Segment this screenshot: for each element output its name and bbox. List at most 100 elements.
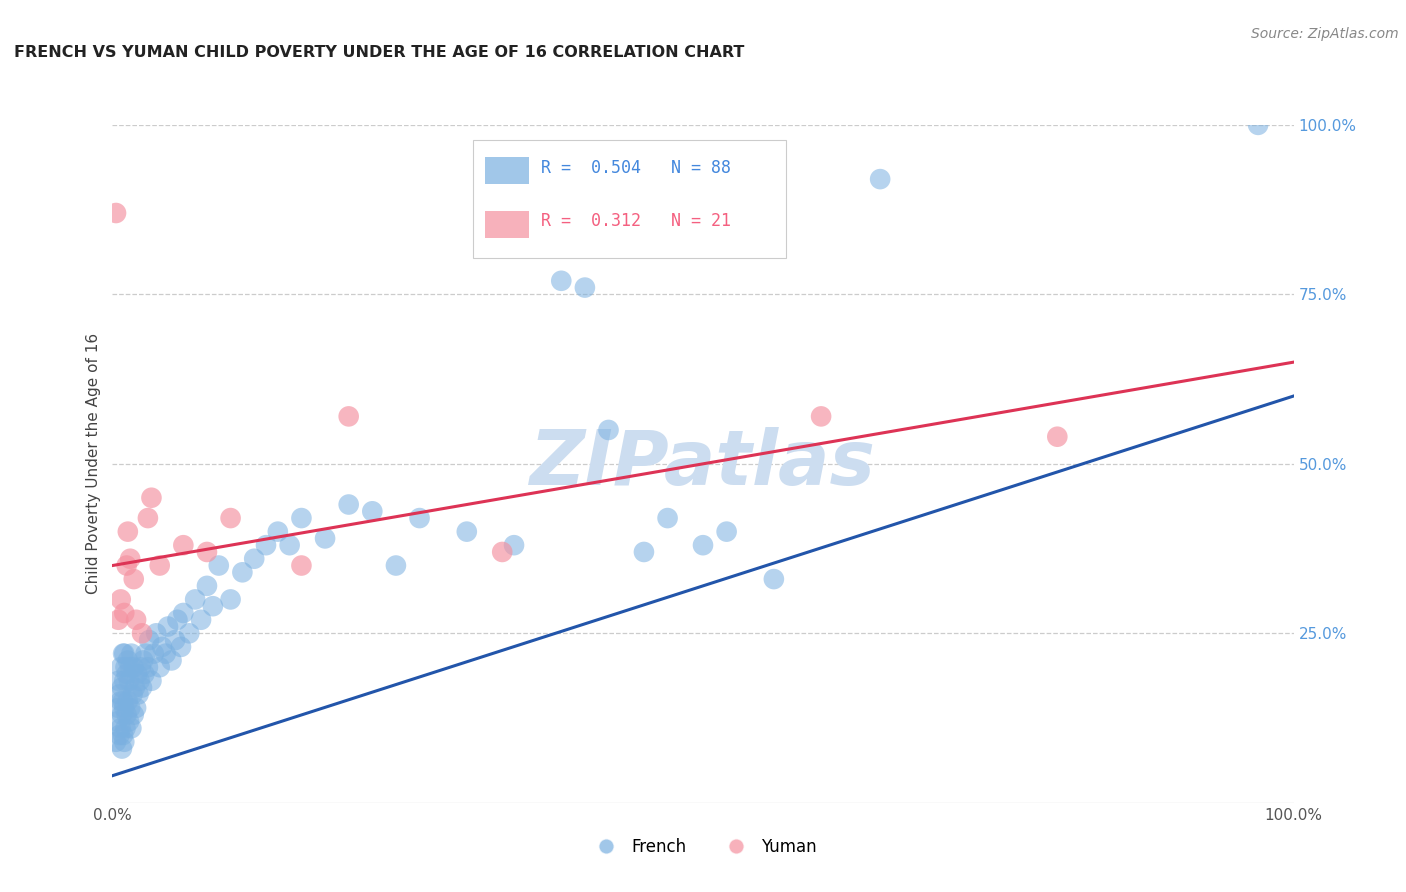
- Point: [111, 741, 134, 756]
- Point: [243, 551, 266, 566]
- Point: [117, 694, 139, 708]
- Point: [869, 172, 891, 186]
- Text: R =  0.504   N = 88: R = 0.504 N = 88: [541, 160, 731, 178]
- Point: [112, 701, 135, 715]
- Point: [195, 579, 218, 593]
- Legend: French, Yuman: French, Yuman: [582, 831, 824, 863]
- Point: [762, 572, 785, 586]
- Point: [112, 694, 135, 708]
- FancyBboxPatch shape: [485, 211, 530, 238]
- Point: [127, 687, 149, 701]
- Point: [267, 524, 290, 539]
- Point: [127, 667, 149, 681]
- Point: [141, 491, 163, 505]
- Point: [190, 613, 212, 627]
- Point: [136, 660, 159, 674]
- Point: [155, 647, 177, 661]
- Point: [142, 647, 165, 661]
- Point: [115, 558, 138, 573]
- Point: [114, 721, 136, 735]
- Point: [716, 524, 738, 539]
- Point: [117, 653, 139, 667]
- Point: [179, 626, 201, 640]
- FancyBboxPatch shape: [485, 157, 530, 184]
- Point: [314, 532, 336, 546]
- Point: [149, 660, 172, 674]
- Point: [117, 524, 139, 539]
- Point: [105, 714, 128, 729]
- Point: [172, 606, 194, 620]
- Point: [121, 687, 143, 701]
- Point: [134, 667, 156, 681]
- Point: [219, 511, 242, 525]
- Text: R =  0.312   N = 21: R = 0.312 N = 21: [541, 212, 731, 230]
- Text: ZIPatlas: ZIPatlas: [530, 427, 876, 500]
- Point: [136, 511, 159, 525]
- Point: [131, 681, 153, 695]
- Text: Source: ZipAtlas.com: Source: ZipAtlas.com: [1251, 27, 1399, 41]
- Point: [290, 511, 312, 525]
- Point: [385, 558, 408, 573]
- Point: [231, 566, 253, 580]
- Point: [110, 694, 132, 708]
- Point: [574, 280, 596, 294]
- Point: [1046, 430, 1069, 444]
- Point: [122, 660, 145, 674]
- Point: [110, 592, 132, 607]
- Y-axis label: Child Poverty Under the Age of 16: Child Poverty Under the Age of 16: [86, 334, 101, 594]
- Point: [120, 721, 142, 735]
- Point: [657, 511, 679, 525]
- Point: [107, 673, 129, 688]
- Point: [145, 626, 167, 640]
- Text: FRENCH VS YUMAN CHILD POVERTY UNDER THE AGE OF 16 CORRELATION CHART: FRENCH VS YUMAN CHILD POVERTY UNDER THE …: [14, 45, 744, 60]
- Point: [138, 633, 160, 648]
- Point: [170, 640, 193, 654]
- Point: [112, 735, 135, 749]
- Point: [122, 707, 145, 722]
- Point: [125, 613, 148, 627]
- Point: [120, 647, 142, 661]
- Point: [141, 673, 163, 688]
- Point: [132, 653, 155, 667]
- Point: [112, 673, 135, 688]
- Point: [131, 626, 153, 640]
- Point: [633, 545, 655, 559]
- Point: [361, 504, 384, 518]
- Point: [337, 409, 360, 424]
- Point: [129, 660, 152, 674]
- Point: [108, 728, 131, 742]
- Point: [120, 551, 142, 566]
- Point: [107, 701, 129, 715]
- Point: [115, 667, 138, 681]
- Point: [598, 423, 620, 437]
- Point: [112, 728, 135, 742]
- Point: [208, 558, 231, 573]
- Point: [110, 660, 132, 674]
- Point: [550, 274, 572, 288]
- Point: [160, 653, 183, 667]
- Point: [156, 619, 179, 633]
- Point: [114, 660, 136, 674]
- Point: [124, 681, 146, 695]
- Point: [149, 558, 172, 573]
- FancyBboxPatch shape: [472, 140, 786, 259]
- Point: [122, 572, 145, 586]
- Point: [165, 633, 187, 648]
- Point: [692, 538, 714, 552]
- Point: [337, 498, 360, 512]
- Point: [120, 660, 142, 674]
- Point: [810, 409, 832, 424]
- Point: [125, 701, 148, 715]
- Point: [408, 511, 430, 525]
- Point: [278, 538, 301, 552]
- Point: [195, 545, 218, 559]
- Point: [112, 647, 135, 661]
- Point: [503, 538, 526, 552]
- Point: [184, 592, 207, 607]
- Point: [135, 647, 157, 661]
- Point: [128, 673, 150, 688]
- Point: [118, 714, 141, 729]
- Point: [110, 721, 132, 735]
- Point: [491, 545, 513, 559]
- Point: [111, 681, 134, 695]
